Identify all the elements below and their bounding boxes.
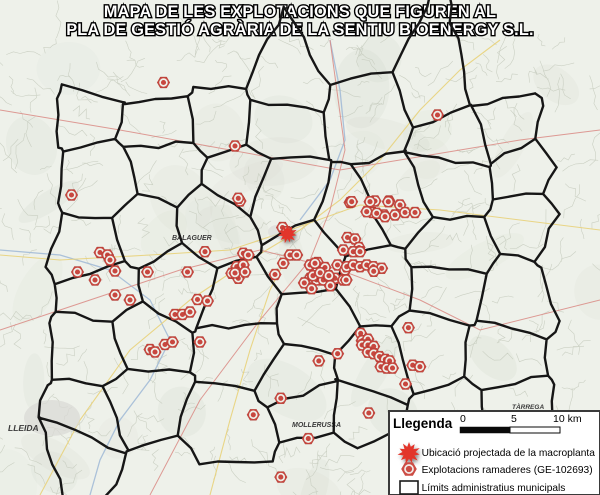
svg-text:0: 0 bbox=[460, 413, 466, 425]
svg-text:Ubicació projectada de la macr: Ubicació projectada de la macroplanta bbox=[422, 448, 596, 459]
svg-text:BALAGUER: BALAGUER bbox=[172, 235, 212, 242]
svg-text:LLEIDA: LLEIDA bbox=[8, 423, 39, 433]
svg-text:Límits administratius municipa: Límits administratius municipals bbox=[422, 483, 566, 494]
svg-text:Explotacions ramaderes (GE-102: Explotacions ramaderes (GE-102693) bbox=[422, 465, 593, 476]
svg-text:Llegenda: Llegenda bbox=[393, 416, 453, 431]
svg-text:10 km: 10 km bbox=[553, 413, 582, 425]
svg-text:5: 5 bbox=[511, 413, 517, 425]
svg-text:MAPA DE LES EXPLOTACIONS QUE F: MAPA DE LES EXPLOTACIONS QUE FIGUREN AL bbox=[104, 3, 496, 21]
svg-text:TÀRREGA: TÀRREGA bbox=[512, 402, 544, 411]
